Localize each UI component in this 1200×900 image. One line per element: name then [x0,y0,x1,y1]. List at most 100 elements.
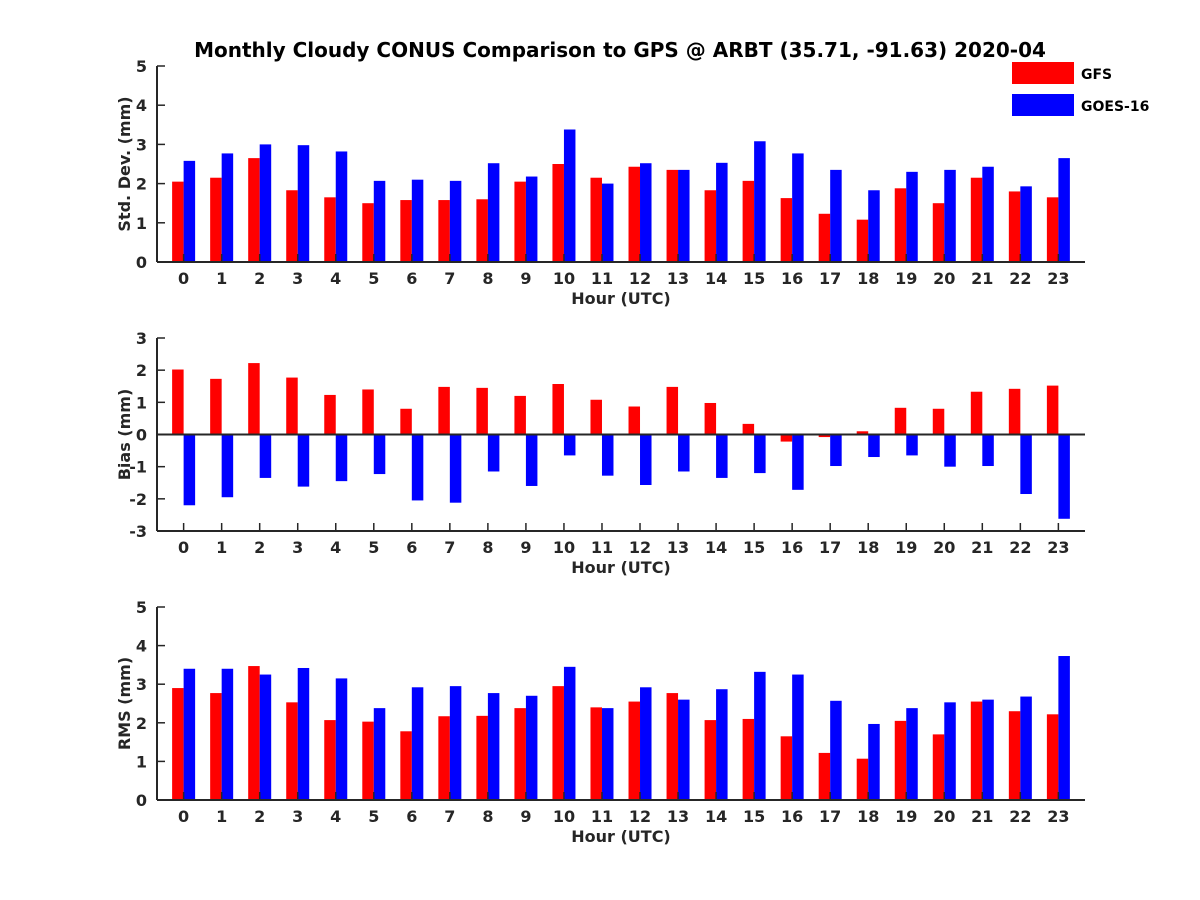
x-tick-label: 17 [819,807,841,826]
x-tick-label: 17 [819,269,841,288]
bar-gfs-hour-1 [210,177,222,262]
x-tick-label: 2 [254,269,265,288]
x-tick-label: 16 [781,538,803,557]
bar-goes16-hour-22 [1020,186,1032,262]
y-tick-label: 1 [136,752,147,771]
x-tick-label: 8 [482,269,493,288]
x-tick-label: 19 [895,269,917,288]
legend-swatch-gfs [1012,62,1074,84]
x-tick-label: 5 [368,807,379,826]
y-axis-label: RMS (mm) [115,657,134,750]
legend: GFS GOES-16 [1012,62,1149,116]
bar-gfs-hour-13 [666,693,679,800]
bar-goes16-hour-15 [754,671,766,800]
bar-gfs-hour-4 [324,720,336,800]
y-tick-label: 0 [136,253,147,272]
x-tick-label: 21 [971,538,993,557]
bar-goes16-hour-15 [754,434,766,474]
legend-label-gfs: GFS [1081,67,1112,83]
x-tick-label: 21 [971,807,993,826]
x-tick-label: 10 [553,538,575,557]
bar-gfs-hour-7 [438,386,450,435]
bar-gfs-hour-17 [818,752,831,800]
x-tick-label: 14 [705,269,727,288]
bar-gfs-hour-6 [400,408,412,435]
bar-gfs-hour-15 [742,718,755,800]
bar-goes16-hour-4 [335,151,348,262]
x-tick-label: 22 [1009,807,1031,826]
bar-goes16-hour-18 [868,723,880,800]
bar-goes16-hour-17 [830,434,842,467]
bar-gfs-hour-22 [1008,711,1021,800]
bar-goes16-hour-7 [449,180,462,262]
bar-goes16-hour-0 [183,434,196,506]
y-tick-label: 5 [136,598,147,617]
x-tick-label: 23 [1047,269,1069,288]
bar-goes16-hour-12 [640,163,652,262]
bar-goes16-hour-9 [525,434,538,486]
bar-gfs-hour-16 [780,198,793,262]
x-tick-label: 5 [368,538,379,557]
bar-gfs-hour-21 [970,701,983,800]
bar-gfs-hour-23 [1046,385,1059,435]
bar-gfs-hour-18 [856,219,869,262]
bar-goes16-hour-16 [792,153,804,262]
bar-goes16-hour-2 [259,674,272,800]
bar-goes16-hour-10 [563,666,576,800]
x-tick-label: 2 [254,538,265,557]
bar-goes16-hour-14 [716,162,728,262]
bar-goes16-hour-3 [297,434,310,487]
x-tick-label: 14 [705,807,727,826]
x-tick-label: 19 [895,538,917,557]
legend-label-goes16: GOES-16 [1081,99,1149,115]
bar-goes16-hour-17 [830,169,842,262]
x-tick-label: 7 [444,269,455,288]
bar-gfs-hour-0 [172,181,184,262]
x-tick-label: 9 [520,538,531,557]
x-tick-label: 6 [406,538,417,557]
x-tick-label: 11 [591,538,613,557]
bar-goes16-hour-20 [944,434,956,467]
bar-goes16-hour-7 [449,434,462,503]
bar-gfs-hour-8 [476,387,488,435]
bar-gfs-hour-0 [172,369,184,435]
x-tick-label: 13 [667,538,689,557]
y-tick-label: 3 [136,675,147,694]
bar-goes16-hour-19 [906,434,918,456]
bar-goes16-hour-1 [221,434,234,498]
bar-gfs-hour-12 [628,406,641,435]
bar-goes16-hour-13 [678,699,690,800]
bar-gfs-hour-12 [628,701,641,800]
y-tick-label: -3 [129,522,147,541]
bar-goes16-hour-23 [1058,158,1070,262]
bar-goes16-hour-11 [601,708,614,800]
bar-goes16-hour-14 [716,434,728,478]
bar-goes16-hour-13 [678,169,690,262]
bar-gfs-hour-14 [704,190,717,262]
bar-gfs-hour-11 [590,399,602,435]
bar-goes16-hour-10 [563,129,576,262]
bar-gfs-hour-16 [780,736,793,800]
bar-goes16-hour-18 [868,190,880,262]
x-tick-label: 3 [292,807,303,826]
bar-goes16-hour-21 [982,166,994,262]
bar-goes16-hour-19 [906,171,918,262]
bar-goes16-hour-0 [183,160,196,262]
bar-gfs-hour-21 [970,177,983,262]
x-tick-label: 13 [667,269,689,288]
bar-gfs-hour-19 [894,407,907,435]
bar-gfs-hour-11 [590,707,602,800]
bar-gfs-hour-18 [856,758,869,800]
bar-goes16-hour-13 [678,434,690,472]
x-tick-label: 0 [178,269,189,288]
y-tick-label: 4 [136,96,147,115]
bar-gfs-hour-13 [666,386,679,435]
bar-gfs-hour-22 [1008,388,1021,435]
bar-gfs-hour-20 [932,408,945,435]
bar-gfs-hour-5 [362,721,374,800]
x-tick-label: 22 [1009,538,1031,557]
bar-gfs-hour-0 [172,688,184,800]
bar-gfs-hour-2 [248,666,260,800]
